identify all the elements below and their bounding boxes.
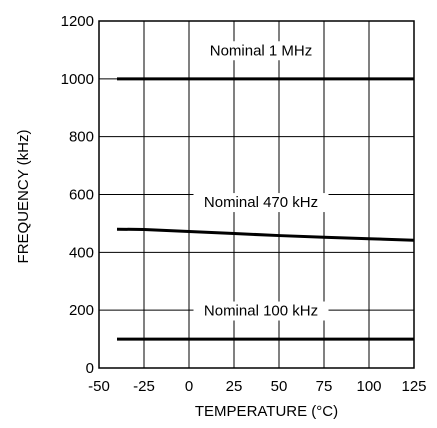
x-tick-label: 100 (356, 378, 381, 395)
y-tick-labels: 0 200 400 600 800 1000 1200 (61, 13, 94, 377)
series-annotation: Nominal 470 kHz (204, 194, 318, 211)
y-tick-label: 0 (86, 360, 94, 377)
y-tick-label: 800 (69, 129, 94, 146)
y-tick-label: 200 (69, 302, 94, 319)
x-tick-label: -50 (88, 378, 110, 395)
x-tick-labels: -50 -25 0 25 50 75 100 125 (88, 378, 426, 395)
series-lines (116, 77, 415, 341)
annotation-background (202, 41, 320, 61)
annotation-background (193, 301, 329, 321)
y-tick-label: 400 (69, 244, 94, 261)
x-tick-label: 0 (185, 378, 193, 395)
series-annotation: Nominal 1 MHz (210, 42, 313, 59)
y-tick-label: 600 (69, 187, 94, 204)
x-tick-label: 25 (226, 378, 243, 395)
y-axis-title: FREQUENCY (kHz) (15, 130, 32, 264)
annotations: Nominal 1 MHz Nominal 470 kHz Nominal 100 … (193, 41, 329, 321)
x-tick-label: 125 (401, 378, 426, 395)
series-annotation: Nominal 100 kHz (204, 303, 318, 320)
x-tick-label: -25 (133, 378, 155, 395)
plot-frame (98, 20, 415, 369)
x-axis-title: TEMPERATURE (°C) (195, 403, 338, 420)
annotation-background (193, 193, 329, 213)
x-tick-label: 75 (316, 378, 333, 395)
x-tick-label: 50 (271, 378, 288, 395)
y-tick-label: 1200 (61, 13, 94, 30)
y-tick-label: 1000 (61, 71, 94, 88)
series-line (116, 227, 415, 242)
